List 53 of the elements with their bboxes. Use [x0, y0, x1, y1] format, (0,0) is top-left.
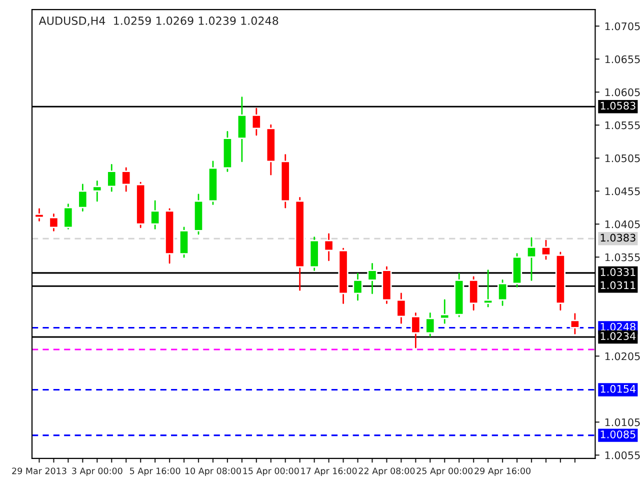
x-tick-label: 22 Apr 08:00	[358, 468, 415, 476]
y-tick-label: 1.0205	[605, 352, 640, 360]
x-tick-label: 10 Apr 08:00	[185, 468, 241, 476]
candlestick	[526, 237, 537, 281]
x-tick-label: 25 Apr 00:00	[416, 468, 473, 476]
candlestick	[34, 208, 44, 222]
candlestick	[396, 292, 406, 324]
y-tick-label: 1.0105	[605, 418, 640, 426]
candlestick	[498, 280, 508, 306]
y-tick-label: 1.0705	[605, 22, 640, 30]
candlestick	[425, 312, 436, 337]
candlestick	[106, 164, 117, 192]
candlestick	[92, 180, 102, 202]
ref-line-label: 1.0383	[600, 234, 636, 242]
y-tick-label: 1.0605	[605, 88, 640, 96]
candlestick	[468, 276, 479, 311]
candlestick	[236, 96, 247, 162]
candlestick	[121, 167, 132, 192]
candlestick	[440, 299, 450, 324]
x-tick-label: 3 Apr 00:00	[72, 468, 122, 476]
candlestick	[178, 226, 190, 258]
y-tick-label: 1.0055	[605, 451, 640, 460]
text: AUDUSD,H4 1.0259 1.0269 1.0239 1.0248	[38, 16, 278, 26]
candlestick	[367, 263, 378, 294]
candlestick	[410, 312, 421, 348]
ref-line-label: 1.0085	[600, 430, 636, 438]
x-tick-label: 29 Apr 16:00	[474, 468, 530, 476]
ref-line-label: 1.0331	[600, 268, 636, 276]
candlestick	[352, 272, 363, 301]
x-tick-label: 5 Apr 16:00	[130, 468, 180, 476]
y-tick-label: 1.0555	[605, 121, 640, 130]
ref-line-label: 1.0311	[600, 281, 636, 290]
x-tick-label: 15 Apr 00:00	[243, 468, 299, 476]
candlestick	[78, 184, 88, 212]
candlestick	[150, 200, 160, 230]
candlestick	[324, 233, 334, 262]
candlestick	[48, 214, 59, 232]
ref-line-label: 1.0234	[600, 332, 636, 340]
y-tick-label: 1.0505	[605, 154, 640, 162]
ref-line-label: 1.0583	[600, 102, 636, 110]
ref-line-label: 1.0154	[600, 384, 636, 393]
y-tick-label: 1.0405	[605, 220, 640, 228]
ref-line-label: 1.0248	[600, 322, 636, 331]
candlestick	[251, 108, 262, 136]
candlestick	[483, 270, 494, 308]
candlestick	[540, 240, 552, 260]
y-tick-label: 1.0355	[605, 253, 640, 262]
candlestick	[570, 313, 580, 334]
candlestick	[63, 204, 74, 230]
y-tick-label: 1.0455	[605, 187, 640, 196]
y-tick-label: 1.0655	[605, 55, 640, 64]
x-tick-label: 29 Mar 2013	[12, 468, 66, 474]
x-tick-label: 17 Apr 16:00	[301, 468, 357, 476]
